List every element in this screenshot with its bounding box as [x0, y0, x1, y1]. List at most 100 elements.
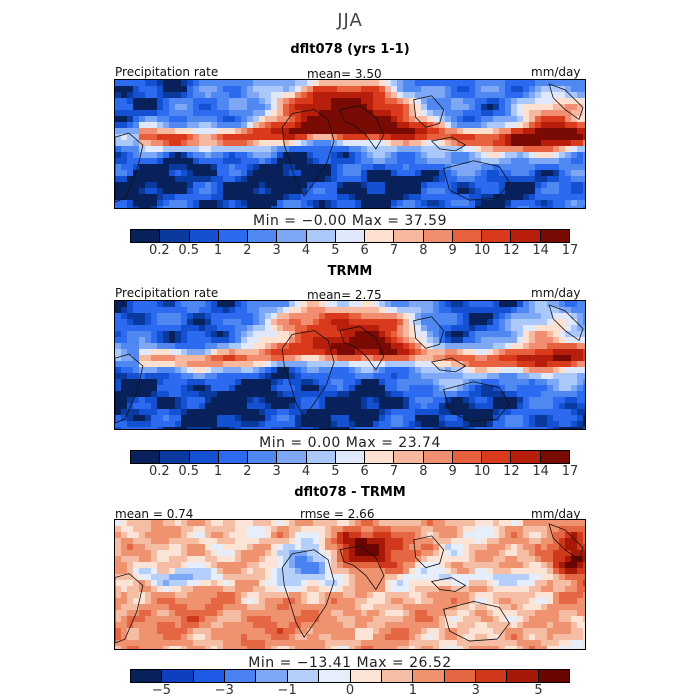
panel-2-min-max: Min = 0.00 Max = 23.74: [259, 435, 441, 451]
colorbar-swatch: [423, 230, 453, 242]
panel-2-units-label: mm/day: [531, 286, 581, 300]
panel-1-units-label: mm/day: [531, 65, 581, 79]
colorbar-swatch: [225, 670, 257, 682]
colorbar-swatch: [277, 230, 307, 242]
colorbar-tick-label: 7: [389, 243, 399, 258]
panel-2-colorbar-ticks: 0.2 0.5 1 2 3 4 5 6 7 8 9 10 12 14 17: [130, 464, 578, 482]
colorbar-swatch: [538, 670, 570, 682]
panel-3-colorbar: [130, 669, 570, 683]
panel-1-title: dflt078 (yrs 1-1): [290, 42, 410, 57]
coastline: [281, 109, 335, 197]
coastline: [281, 330, 335, 418]
coastline: [115, 353, 144, 424]
panel-2-title: TRMM: [327, 264, 373, 279]
colorbar-swatch: [193, 670, 226, 682]
colorbar-swatch: [248, 230, 278, 242]
coastline: [443, 381, 510, 422]
coastline: [430, 357, 467, 373]
coastline: [115, 132, 144, 203]
colorbar-swatch: [162, 670, 194, 682]
coastline: [413, 95, 445, 128]
colorbar-swatch: [319, 670, 351, 682]
panel-2-mean-label: mean= 2.75: [307, 288, 382, 302]
colorbar-swatch: [335, 230, 366, 242]
panel-3-title: dflt078 - TRMM: [294, 485, 406, 500]
coastline: [548, 523, 584, 561]
panel-1-min-max: Min = −0.00 Max = 37.59: [253, 213, 447, 229]
panel-2-precip-map: [114, 300, 586, 430]
colorbar-swatch: [189, 230, 219, 242]
colorbar-tick-label: 0.2: [148, 243, 170, 258]
colorbar-swatch: [350, 670, 382, 682]
colorbar-tick-label: 0: [345, 683, 355, 698]
colorbar-swatch: [482, 230, 512, 242]
colorbar-tick-label: 17: [561, 243, 579, 258]
panel-3-min-max: Min = −13.41 Max = 26.52: [248, 655, 452, 671]
colorbar-tick-label: 1: [213, 464, 223, 479]
colorbar-swatch: [475, 670, 508, 682]
colorbar-tick-label: −5: [151, 683, 172, 698]
colorbar-tick-label: 0.5: [178, 243, 199, 258]
coastline: [115, 573, 144, 644]
colorbar-tick-label: −1: [277, 683, 297, 698]
coastline: [413, 535, 445, 569]
colorbar-tick-label: 3: [272, 464, 281, 479]
colorbar-tick-label: 8: [419, 243, 428, 258]
colorbar-swatch: [452, 230, 483, 242]
panel-1-precip-map: [114, 79, 586, 209]
colorbar-swatch: [423, 451, 453, 463]
colorbar-swatch: [256, 670, 288, 682]
map-field: [115, 80, 585, 208]
colorbar-tick-label: 14: [532, 464, 549, 479]
colorbar-swatch: [335, 451, 366, 463]
colorbar-tick-label: 6: [360, 243, 369, 258]
coastline: [413, 316, 445, 349]
colorbar-tick-label: 4: [301, 243, 311, 258]
colorbar-swatch: [540, 230, 569, 242]
map-field: [115, 520, 585, 649]
coastline: [339, 326, 385, 371]
panel-1-colorbar-ticks: 0.2 0.5 1 2 3 4 5 6 7 8 9 10 12 14 17: [130, 243, 578, 261]
panel-2-variable-label: Precipitation rate: [115, 286, 219, 300]
colorbar-swatch: [306, 230, 336, 242]
panel-1-mean-label: mean= 3.50: [307, 67, 382, 81]
colorbar-tick-label: −3: [214, 683, 234, 698]
colorbar-swatch: [131, 670, 163, 682]
colorbar-swatch: [218, 230, 249, 242]
colorbar-tick-label: 4: [301, 464, 311, 479]
colorbar-swatch: [306, 451, 336, 463]
colorbar-tick-label: 12: [503, 464, 520, 479]
colorbar-swatch: [511, 230, 541, 242]
colorbar-swatch: [189, 451, 219, 463]
colorbar-swatch: [365, 230, 395, 242]
coastline: [430, 136, 467, 152]
colorbar-swatch: [394, 230, 424, 242]
colorbar-tick-label: 7: [389, 464, 399, 479]
panel-3-mean-label: mean = 0.74: [115, 507, 194, 521]
colorbar-swatch: [381, 670, 414, 682]
coastline: [339, 545, 385, 591]
colorbar-swatch: [482, 451, 512, 463]
colorbar-swatch: [511, 451, 541, 463]
colorbar-swatch: [277, 451, 307, 463]
colorbar-swatch: [444, 670, 476, 682]
colorbar-tick-label: 1: [408, 683, 417, 698]
colorbar-tick-label: 2: [243, 243, 252, 258]
coastline: [443, 600, 510, 642]
colorbar-tick-label: 2: [243, 464, 252, 479]
colorbar-tick-label: 9: [448, 243, 457, 258]
panel-3-rmse-label: rmse = 2.66: [300, 507, 375, 521]
coastline: [548, 83, 584, 121]
colorbar-swatch: [160, 451, 190, 463]
colorbar-tick-label: 10: [473, 464, 491, 479]
panel-3-colorbar-ticks: −5 −3 −1 0 1 3 5: [130, 683, 570, 700]
colorbar-swatch: [218, 451, 249, 463]
panel-3-difference-map: [114, 519, 586, 650]
colorbar-tick-label: 3: [471, 683, 480, 698]
colorbar-tick-label: 3: [272, 243, 281, 258]
colorbar-tick-label: 8: [419, 464, 428, 479]
colorbar-swatch: [507, 670, 539, 682]
colorbar-tick-label: 0.5: [178, 464, 199, 479]
colorbar-swatch: [452, 451, 483, 463]
colorbar-tick-label: 0.2: [148, 464, 170, 479]
